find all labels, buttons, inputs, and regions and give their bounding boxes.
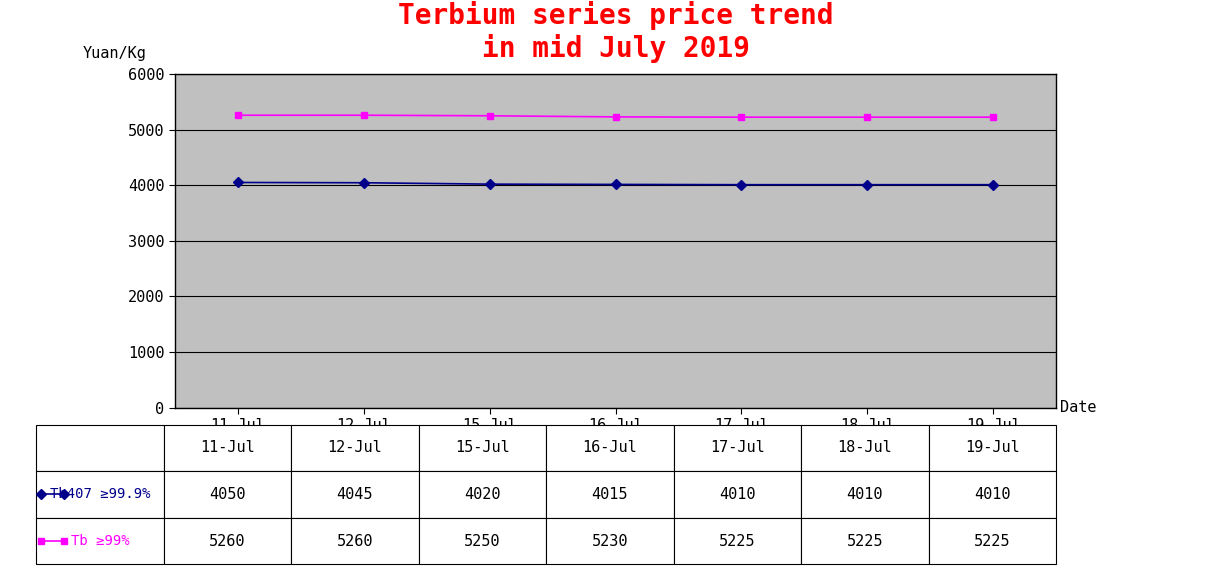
Title: Terbium series price trend
in mid July 2019: Terbium series price trend in mid July 2… (398, 1, 833, 63)
Text: Date: Date (1060, 400, 1096, 415)
Text: Yuan/Kg: Yuan/Kg (82, 46, 146, 61)
